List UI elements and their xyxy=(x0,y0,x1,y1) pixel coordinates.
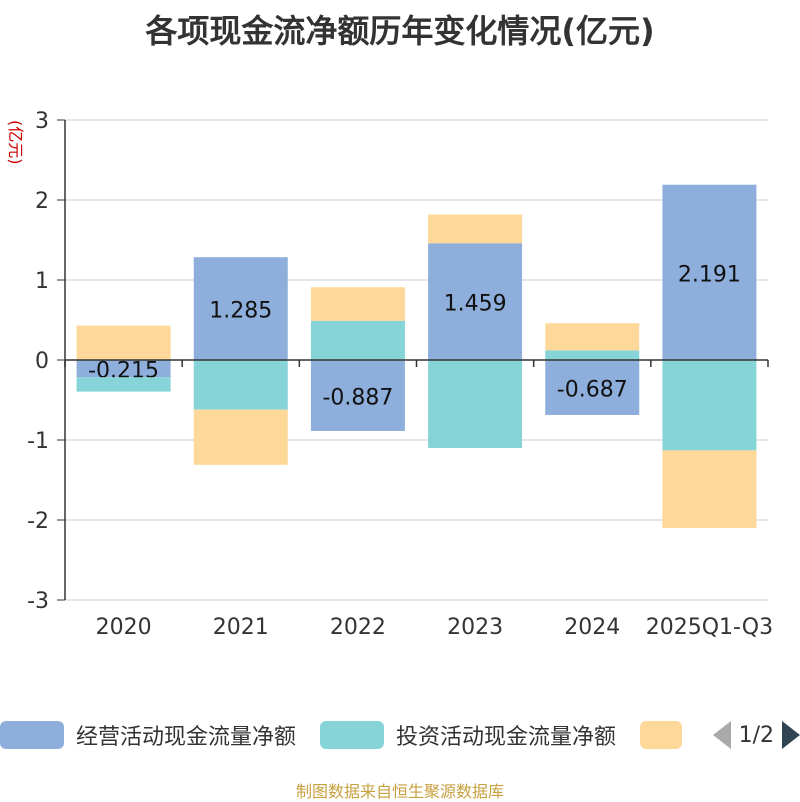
bar-investing xyxy=(76,377,171,392)
bar-financing xyxy=(193,409,288,465)
legend-item-operating[interactable]: 经营活动现金流量净额 xyxy=(0,720,296,750)
x-tick-label: 2021 xyxy=(213,615,269,640)
bar-operating xyxy=(310,360,405,431)
legend-pager: 1/2 xyxy=(712,720,800,750)
legend-item-financing[interactable] xyxy=(640,720,682,750)
data-label: -0.887 xyxy=(322,385,393,410)
pager-prev-icon[interactable] xyxy=(712,721,731,749)
bar-financing xyxy=(310,287,405,321)
y-tick-label: 3 xyxy=(35,109,49,134)
data-label: -0.687 xyxy=(557,377,628,402)
x-tick-label: 2020 xyxy=(96,615,152,640)
x-tick-label: 2023 xyxy=(447,615,503,640)
legend: 经营活动现金流量净额 投资活动现金流量净额 1/2 xyxy=(0,716,800,756)
data-label: 1.285 xyxy=(209,299,272,324)
bar-operating xyxy=(428,243,523,360)
bar-operating xyxy=(545,360,640,415)
data-label: 1.459 xyxy=(444,292,507,317)
legend-label-operating: 经营活动现金流量净额 xyxy=(76,725,297,750)
y-tick-label: -3 xyxy=(27,589,49,614)
y-tick-label: 2 xyxy=(35,189,49,214)
legend-item-investing[interactable]: 投资活动现金流量净额 xyxy=(320,720,616,750)
bar-investing xyxy=(428,360,523,448)
chart-title: 各项现金流净额历年变化情况(亿元) xyxy=(145,12,655,50)
bar-investing xyxy=(310,320,405,360)
bar-operating xyxy=(662,184,757,360)
x-tick-label: 2025Q1-Q3 xyxy=(646,615,773,640)
y-tick-label: 1 xyxy=(35,269,49,294)
legend-swatch-financing xyxy=(640,721,682,749)
y-unit-label: (亿元) xyxy=(6,120,25,165)
bar-operating xyxy=(76,360,171,378)
data-label: 2.191 xyxy=(678,262,741,287)
legend-label-investing: 投资活动现金流量净额 xyxy=(396,725,617,750)
bar-investing xyxy=(662,360,757,451)
legend-swatch-investing xyxy=(320,721,384,749)
y-tick-label: -2 xyxy=(27,509,49,534)
legend-swatch-operating xyxy=(0,721,64,749)
bar-investing xyxy=(545,350,640,360)
bar-operating xyxy=(193,257,288,360)
bar-financing xyxy=(662,450,757,528)
y-tick-label: 0 xyxy=(35,349,49,374)
x-tick-label: 2024 xyxy=(564,615,620,640)
bar-financing xyxy=(428,214,523,244)
chart-canvas: 3210-1-2-3(亿元)-0.2151.285-0.8871.459-0.6… xyxy=(6,109,773,640)
bar-financing xyxy=(76,325,171,360)
bar-investing xyxy=(193,360,288,410)
x-tick-label: 2022 xyxy=(330,615,386,640)
source-note: 制图数据来自恒生聚源数据库 xyxy=(295,782,504,801)
bar-financing xyxy=(545,323,640,351)
pager-text: 1/2 xyxy=(738,722,774,748)
y-tick-label: -1 xyxy=(27,429,49,454)
pager-next-icon[interactable] xyxy=(782,721,800,749)
